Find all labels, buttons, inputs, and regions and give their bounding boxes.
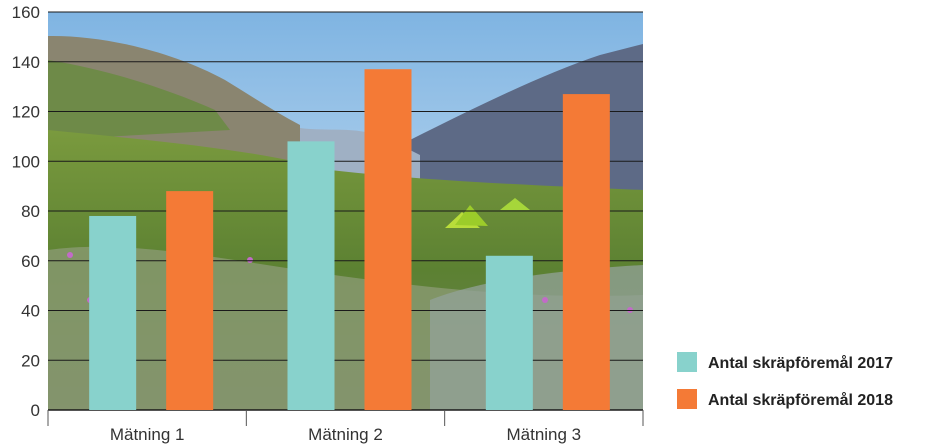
bars xyxy=(89,69,610,411)
y-tick-label: 120 xyxy=(12,103,40,122)
bar-2-1 xyxy=(166,191,214,410)
legend-swatch-2 xyxy=(677,389,697,409)
bar-2-2 xyxy=(364,69,412,411)
legend-label-1: Antal skräpföremål 2017 xyxy=(708,354,893,372)
x-category-label: Mätning 3 xyxy=(506,425,581,444)
y-axis: 0 20 40 60 80 100 120 140 160 xyxy=(12,3,40,420)
x-category-label: Mätning 2 xyxy=(308,425,383,444)
y-tick-label: 80 xyxy=(21,202,40,221)
y-tick-label: 160 xyxy=(12,3,40,22)
x-category-label: Mätning 1 xyxy=(110,425,185,444)
legend-swatch-1 xyxy=(677,352,697,372)
bar-1-3 xyxy=(485,255,533,410)
y-tick-label: 100 xyxy=(12,152,40,171)
y-tick-label: 140 xyxy=(12,53,40,72)
bar-1-2 xyxy=(287,141,335,410)
legend: Antal skräpföremål 2017 Antal skräpföremå… xyxy=(677,352,893,409)
y-tick-label: 60 xyxy=(21,252,40,271)
gridlines xyxy=(48,11,643,411)
y-tick-label: 0 xyxy=(31,401,40,420)
y-tick-label: 40 xyxy=(21,302,40,321)
x-axis: Mätning 1 Mätning 2 Mätning 3 xyxy=(47,410,644,444)
y-tick-label: 20 xyxy=(21,351,40,370)
bar-1-1 xyxy=(89,215,137,410)
bar-2-3 xyxy=(562,94,610,411)
legend-label-2: Antal skräpföremål 2018 xyxy=(708,391,893,409)
